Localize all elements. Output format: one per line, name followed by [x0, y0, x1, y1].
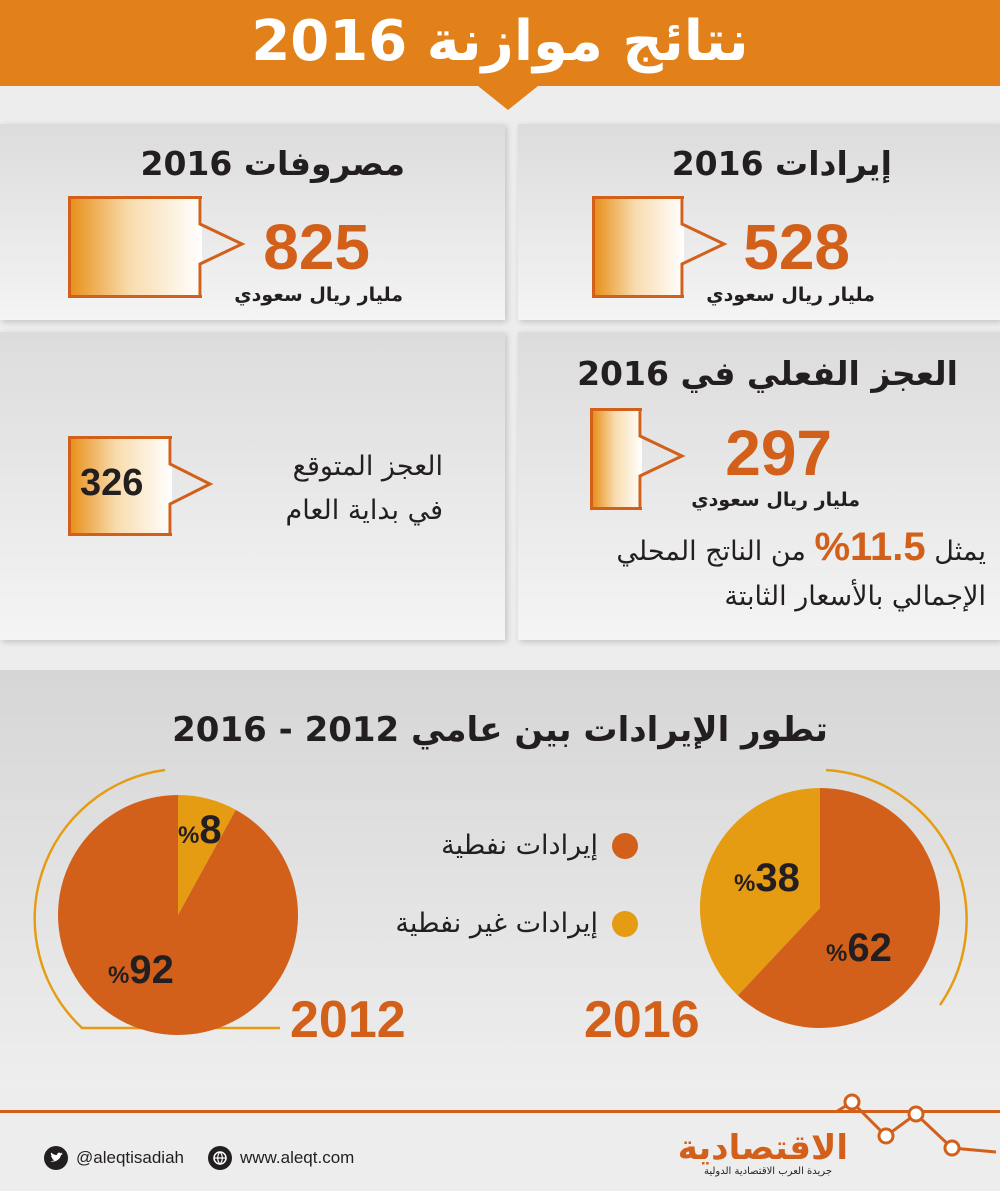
- expected-deficit-panel: العجز المتوقع في بداية العام 326: [0, 332, 505, 640]
- pct-sign: %: [826, 940, 848, 967]
- website-url: www.aleqt.com: [240, 1148, 355, 1167]
- year-2012: 2012: [290, 991, 406, 1049]
- value-2016-nonoil: 38: [755, 856, 800, 900]
- expenses-box: [68, 196, 202, 298]
- value-2012-oil: 92: [129, 948, 174, 992]
- actual-deficit-title: العجز الفعلي في 2016: [577, 354, 958, 393]
- ring-2016: [825, 768, 968, 1006]
- pie-slice-2016-oil: [737, 788, 941, 1028]
- label-2012-nonoil: %8: [178, 808, 222, 853]
- logo-text: الاقتصادية: [677, 1128, 848, 1168]
- label-2012-oil: %92: [108, 948, 174, 993]
- value-2016-oil: 62: [847, 926, 892, 970]
- ring-2012: [33, 768, 280, 1030]
- gdp-share-percent: 11.5%: [814, 525, 926, 569]
- year-2016: 2016: [584, 991, 700, 1049]
- gdp-share-line1: يمثل 11.5% من الناتج المحلي: [616, 525, 986, 571]
- legend-oil-swatch: [612, 832, 638, 859]
- expected-deficit-line1: العجز المتوقع: [292, 451, 443, 482]
- pie-charts: [33, 768, 968, 1035]
- actual-deficit-unit: مليار ريال سعودي: [691, 489, 860, 511]
- pct-sign: %: [178, 822, 200, 849]
- footer-divider: [0, 1110, 1000, 1113]
- chart-title: تطور الإيرادات بين عامي 2012 - 2016: [172, 710, 828, 750]
- pie-slice-2012-oil: [57, 795, 299, 1035]
- legend-nonoil-label: إيرادات غير نفطية: [395, 908, 598, 939]
- header-arrow: [478, 86, 538, 110]
- label-2016-nonoil: %38: [734, 856, 800, 901]
- pie-2016: [700, 788, 941, 1028]
- page-title: نتائج موازنة 2016: [251, 9, 749, 74]
- revenues-pointer: [680, 197, 728, 297]
- pie-2012: [57, 795, 299, 1035]
- actual-deficit-pointer: [638, 409, 686, 509]
- expenses-unit: مليار ريال سعودي: [234, 284, 403, 306]
- gdp-share-post: من الناتج المحلي: [616, 536, 806, 567]
- twitter-handle: @aleqtisadiah: [76, 1148, 184, 1167]
- expected-deficit-line2: في بداية العام: [285, 495, 443, 526]
- expenses-panel: مصروفات 2016 825 مليار ريال سعودي: [0, 124, 505, 320]
- twitter-icon: [44, 1146, 68, 1170]
- pie-slice-2016-nonoil: [700, 788, 820, 996]
- expenses-pointer: [198, 197, 246, 297]
- value-2012-nonoil: 8: [199, 808, 222, 852]
- pct-sign: %: [108, 962, 130, 989]
- header-banner: [0, 0, 1000, 86]
- actual-deficit-panel: العجز الفعلي في 2016 297 مليار ريال سعود…: [518, 332, 1000, 640]
- pct-sign: %: [734, 870, 756, 897]
- expected-deficit-box: [68, 436, 172, 536]
- revenues-panel: إيرادات 2016 528 مليار ريال سعودي: [518, 124, 1000, 320]
- revenues-title: إيرادات 2016: [671, 144, 892, 183]
- expected-deficit-value: 326: [80, 462, 144, 504]
- legend-oil: إيرادات نفطية: [441, 830, 638, 861]
- twitter-link[interactable]: @aleqtisadiah: [44, 1146, 184, 1170]
- gdp-share-pre: يمثل: [934, 536, 986, 567]
- globe-icon: [208, 1146, 232, 1170]
- revenues-unit: مليار ريال سعودي: [706, 284, 875, 306]
- logo-tagline: جريدة العرب الاقتصادية الدولية: [703, 1166, 832, 1177]
- legend-nonoil-swatch: [612, 910, 638, 937]
- actual-deficit-value: 297: [725, 417, 832, 489]
- revenues-box: [592, 196, 684, 298]
- expenses-value: 825: [263, 211, 370, 283]
- expenses-title: مصروفات 2016: [140, 144, 406, 183]
- footer-trend-icon: [836, 1093, 996, 1157]
- expected-deficit-pointer: [168, 437, 214, 535]
- pie-slice-2012-nonoil: [178, 795, 236, 915]
- label-2016-oil: %62: [826, 926, 892, 971]
- website-link[interactable]: www.aleqt.com: [208, 1146, 354, 1170]
- revenues-value: 528: [743, 211, 850, 283]
- actual-deficit-box: [590, 408, 642, 510]
- legend-oil-label: إيرادات نفطية: [441, 830, 598, 861]
- gdp-share-line2: الإجمالي بالأسعار الثابتة: [724, 581, 986, 612]
- logo: الاقتصادية جريدة العرب الاقتصادية الدولي…: [677, 1128, 848, 1177]
- legend-nonoil: إيرادات غير نفطية: [395, 908, 638, 939]
